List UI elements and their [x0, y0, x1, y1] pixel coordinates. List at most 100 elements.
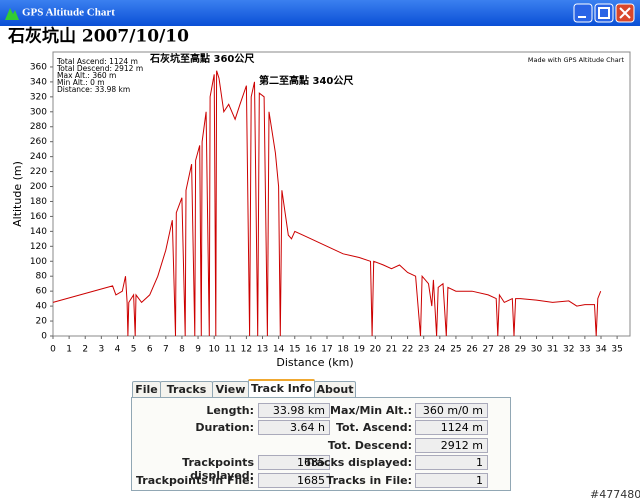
x-tick-label: 9 — [195, 345, 201, 355]
field-value: 360 m/0 m — [415, 403, 488, 418]
x-tick-label: 20 — [370, 345, 382, 355]
x-tick-label: 4 — [115, 345, 121, 355]
x-tick-label: 6 — [147, 345, 153, 355]
field-label: Duration: — [195, 421, 254, 434]
y-tick-label: 340 — [30, 77, 47, 87]
x-tick-label: 28 — [499, 345, 511, 355]
x-tick-label: 11 — [225, 345, 236, 355]
y-tick-label: 360 — [30, 62, 47, 72]
stat-line: Total Descend: 2912 m — [56, 64, 143, 73]
field-value: 1 — [415, 473, 488, 488]
y-tick-label: 60 — [36, 287, 48, 297]
x-tick-label: 10 — [208, 345, 220, 355]
y-tick-label: 80 — [36, 272, 48, 282]
y-tick-label: 100 — [30, 257, 47, 267]
annotation: 石灰坑至高點 360公尺 — [149, 52, 254, 65]
x-tick-label: 3 — [98, 345, 104, 355]
x-tick-label: 17 — [321, 345, 332, 355]
window-top: GPS Altitude Chart 石灰坑山 2007/10/10 Dista… — [0, 0, 640, 369]
x-tick-label: 19 — [354, 345, 366, 355]
plot-area — [52, 51, 631, 337]
x-tick-label: 24 — [434, 345, 446, 355]
field-value: 33.98 km — [258, 403, 330, 418]
x-tick-label: 8 — [179, 345, 185, 355]
y-tick-label: 120 — [30, 242, 47, 252]
y-tick-label: 260 — [30, 137, 47, 147]
field-label: Length: — [206, 404, 254, 417]
y-axis-label: Altitude (m) — [11, 161, 24, 227]
field-value: 1124 m — [415, 420, 488, 435]
y-tick-label: 0 — [41, 332, 47, 342]
field-value: 2912 m — [415, 438, 488, 453]
x-tick-label: 35 — [611, 345, 622, 355]
chart-heading: 石灰坑山 2007/10/10 — [7, 26, 189, 47]
y-tick-label: 160 — [30, 212, 47, 222]
field-value: 1685 — [258, 455, 330, 470]
field-value: 1 — [415, 455, 488, 470]
field-label: Trackpoints in File: — [136, 474, 254, 487]
title-bar — [0, 0, 640, 26]
x-tick-label: 27 — [482, 345, 493, 355]
field-label: Tracks displayed: — [304, 456, 412, 469]
x-tick-label: 0 — [50, 345, 56, 355]
y-tick-label: 240 — [30, 152, 47, 162]
x-tick-label: 33 — [579, 345, 590, 355]
x-tick-label: 30 — [531, 345, 543, 355]
x-tick-label: 13 — [257, 345, 268, 355]
y-tick-label: 320 — [30, 92, 47, 102]
x-tick-label: 16 — [305, 345, 317, 355]
x-tick-label: 34 — [595, 345, 607, 355]
x-tick-label: 23 — [418, 345, 429, 355]
altitude-line — [52, 70, 602, 337]
y-tick-label: 20 — [36, 317, 48, 327]
tab[interactable]: About — [314, 381, 356, 398]
stat-line: Distance: 33.98 km — [57, 85, 130, 94]
x-tick-label: 29 — [515, 345, 527, 355]
watermark: #477480 — [590, 488, 640, 501]
x-tick-label: 1 — [66, 345, 72, 355]
field-label: Trackpoints displayed: — [182, 456, 254, 482]
x-axis-label: Distance (km) — [276, 356, 353, 369]
x-tick-label: 5 — [131, 345, 137, 355]
x-tick-label: 14 — [273, 345, 285, 355]
credit: Made with GPS Altitude Chart — [528, 56, 625, 64]
track-info-panel: Length: 33.98 km Duration: 3.64 h Trackpoint… — [131, 397, 511, 491]
x-tick-label: 2 — [82, 345, 88, 355]
x-tick-label: 12 — [241, 345, 252, 355]
field-label: Tracks in File: — [326, 474, 412, 487]
y-tick-label: 140 — [30, 227, 47, 237]
field-value: 3.64 h — [258, 420, 330, 435]
annotation: 第二至高點 340公尺 — [259, 74, 353, 87]
stat-line: Total Ascend: 1124 m — [56, 57, 138, 66]
y-tick-label: 280 — [30, 122, 47, 132]
tab[interactable]: View — [212, 381, 249, 398]
y-tick-label: 300 — [30, 107, 47, 117]
x-tick-label: 18 — [337, 345, 349, 355]
app-icon — [5, 8, 19, 20]
x-tick-label: 7 — [163, 345, 169, 355]
field-label: Tot. Descend: — [327, 439, 412, 452]
x-tick-label: 26 — [466, 345, 478, 355]
x-tick-label: 15 — [289, 345, 300, 355]
x-tick-label: 25 — [450, 345, 461, 355]
y-tick-label: 220 — [30, 167, 47, 177]
field-label: Tot. Ascend: — [335, 421, 412, 434]
y-tick-label: 40 — [36, 302, 48, 312]
tab[interactable]: Tracks — [160, 381, 213, 398]
y-tick-label: 200 — [30, 182, 47, 192]
y-tick-label: 180 — [30, 197, 47, 207]
field-value: 1685 — [258, 473, 330, 488]
x-tick-label: 22 — [402, 345, 413, 355]
window-title: GPS Altitude Chart — [22, 7, 115, 19]
x-tick-label: 32 — [563, 345, 574, 355]
stat-line: Min Alt.: 0 m — [57, 78, 105, 87]
tab[interactable]: Track Info — [248, 379, 315, 399]
x-tick-label: 21 — [386, 345, 397, 355]
tab[interactable]: File — [132, 381, 161, 398]
stat-line: Max Alt.: 360 m — [57, 71, 116, 80]
maximize-button[interactable] — [594, 3, 614, 23]
minimize-button[interactable] — [573, 3, 593, 23]
field-label: Max/Min Alt.: — [330, 404, 412, 417]
x-tick-label: 31 — [547, 345, 558, 355]
